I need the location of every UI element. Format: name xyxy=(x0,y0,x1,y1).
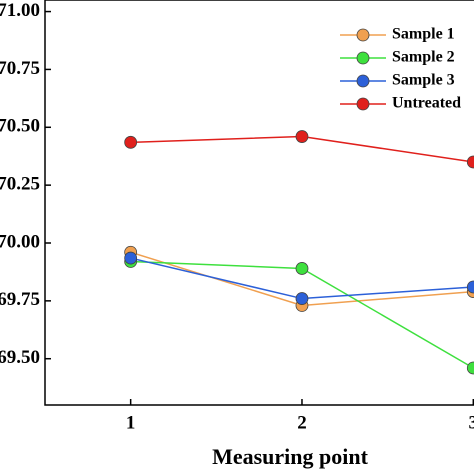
data-point xyxy=(295,130,309,143)
data-point xyxy=(466,361,474,375)
legend-label: Untreated xyxy=(392,95,461,112)
data-point xyxy=(295,262,309,275)
x-tick-label: 1 xyxy=(126,412,136,433)
x-tick-label: 2 xyxy=(297,412,307,433)
data-point xyxy=(466,280,474,294)
y-tick-label: 70.00 xyxy=(0,231,40,252)
x-axis-label: Measuring point xyxy=(212,444,369,469)
legend-label: Sample 2 xyxy=(392,49,455,66)
legend-label: Sample 1 xyxy=(392,26,455,43)
y-tick-label: 71.00 xyxy=(0,0,40,21)
data-point xyxy=(124,251,138,265)
plot-frame xyxy=(44,0,474,406)
legend-label: Sample 3 xyxy=(392,72,455,89)
data-point xyxy=(295,292,309,305)
y-tick-label: 70.75 xyxy=(0,58,40,79)
x-tick-label: 3 xyxy=(469,412,474,433)
legend-marker xyxy=(356,97,370,111)
data-point xyxy=(124,135,138,149)
y-tick-label: 69.50 xyxy=(0,347,40,368)
legend-marker xyxy=(356,28,370,42)
y-tick-label: 70.50 xyxy=(0,116,40,137)
legend-marker xyxy=(356,74,370,88)
legend-marker xyxy=(356,51,370,65)
y-tick-label: 70.25 xyxy=(0,174,40,195)
y-tick-label: 69.75 xyxy=(0,289,40,310)
data-point xyxy=(466,155,474,169)
series-line xyxy=(130,260,474,369)
